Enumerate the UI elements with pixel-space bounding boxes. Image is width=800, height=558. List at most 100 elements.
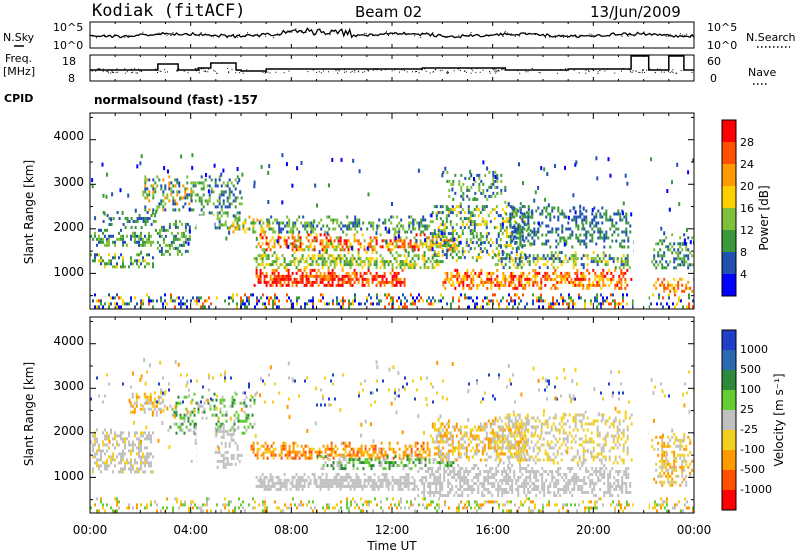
velocity-cell	[253, 445, 255, 448]
velocity-cell	[350, 476, 352, 479]
velocity-cell	[160, 408, 162, 411]
power-cell	[354, 257, 356, 260]
velocity-cell	[233, 439, 235, 442]
power-cell	[225, 211, 227, 214]
power-cell	[236, 222, 238, 225]
velocity-cell	[345, 451, 347, 454]
power-cell	[576, 272, 578, 275]
power-cell	[560, 296, 562, 299]
velocity-cell	[299, 451, 301, 454]
power-cell	[545, 240, 547, 243]
velocity-cell	[242, 402, 244, 405]
power-cell	[278, 233, 280, 236]
velocity-cell	[372, 482, 374, 485]
power-cell	[292, 222, 294, 225]
velocity-cell	[291, 451, 293, 454]
power-cell	[625, 231, 627, 234]
power-cell	[178, 190, 180, 193]
power-cell	[334, 228, 336, 231]
power-cell	[112, 235, 114, 238]
power-cell	[464, 275, 466, 278]
power-cell	[518, 278, 520, 281]
power-cell	[528, 205, 530, 208]
velocity-cell	[339, 454, 341, 457]
velocity-cell	[215, 451, 217, 454]
velocity-cell	[304, 485, 306, 488]
power-cell	[388, 248, 390, 251]
power-cell	[519, 260, 521, 263]
power-cell	[228, 231, 230, 235]
power-cell	[178, 181, 180, 184]
velocity-cell	[327, 464, 329, 467]
velocity-cell	[343, 454, 345, 457]
power-cell	[354, 222, 356, 225]
power-cell	[330, 284, 332, 287]
power-cell	[412, 219, 414, 222]
power-cell	[474, 247, 476, 250]
velocity-cell	[138, 452, 140, 455]
power-cbar-tick-28: 28	[740, 136, 754, 149]
velocity-cell	[96, 440, 98, 443]
power-cell	[618, 302, 620, 305]
velocity-cell	[244, 402, 246, 405]
power-cell	[408, 245, 410, 248]
velocity-cell	[120, 437, 122, 440]
power-cell	[165, 235, 167, 238]
power-cell	[334, 263, 336, 266]
power-cell	[486, 275, 488, 278]
power-cell	[547, 231, 549, 234]
power-cell	[608, 302, 610, 305]
power-cell	[334, 245, 336, 248]
power-cell	[490, 238, 492, 241]
power-cell	[272, 281, 274, 284]
power-cell	[360, 245, 362, 248]
power-cell	[460, 186, 462, 189]
velocity-cell	[92, 467, 94, 470]
power-cell	[519, 231, 521, 234]
velocity-cell	[387, 455, 389, 458]
power-cell	[144, 196, 146, 199]
power-cell	[601, 260, 603, 263]
power-cell	[221, 184, 223, 187]
power-cell	[140, 251, 142, 255]
power-cell	[320, 272, 322, 275]
power-cell	[529, 216, 531, 219]
velocity-cell	[144, 461, 146, 464]
power-cell	[577, 228, 579, 231]
power-cell	[476, 287, 478, 290]
velocity-cell	[305, 457, 307, 460]
velocity-cell	[150, 393, 152, 396]
power-cell	[494, 208, 496, 211]
power-cell	[582, 224, 584, 228]
power-cell	[288, 296, 290, 299]
velocity-cell	[398, 479, 400, 482]
power-cell	[569, 228, 571, 231]
velocity-cell	[325, 455, 327, 458]
power-cell	[394, 228, 396, 231]
velocity-cell	[300, 485, 302, 488]
velocity-cell	[268, 482, 270, 485]
power-cell	[412, 296, 414, 299]
power-cell	[332, 269, 334, 272]
velocity-cell	[253, 451, 255, 454]
power-cell	[456, 247, 458, 250]
power-cell	[400, 281, 402, 284]
power-cell	[288, 275, 290, 278]
power-cell	[278, 225, 280, 228]
power-cell	[462, 253, 464, 256]
power-cell	[583, 207, 585, 211]
power-cell	[116, 302, 118, 305]
power-cell	[541, 234, 543, 237]
power-cell	[456, 232, 458, 235]
power-cell	[452, 232, 454, 235]
power-cell	[418, 225, 420, 228]
power-cell	[668, 293, 670, 296]
power-cell	[488, 272, 490, 275]
velocity-cell	[315, 451, 317, 454]
power-cell	[444, 167, 446, 171]
power-cell	[561, 263, 563, 266]
velocity-cell	[264, 482, 266, 485]
power-cell	[170, 193, 172, 196]
power-cell	[138, 253, 140, 256]
power-cell	[606, 299, 608, 302]
